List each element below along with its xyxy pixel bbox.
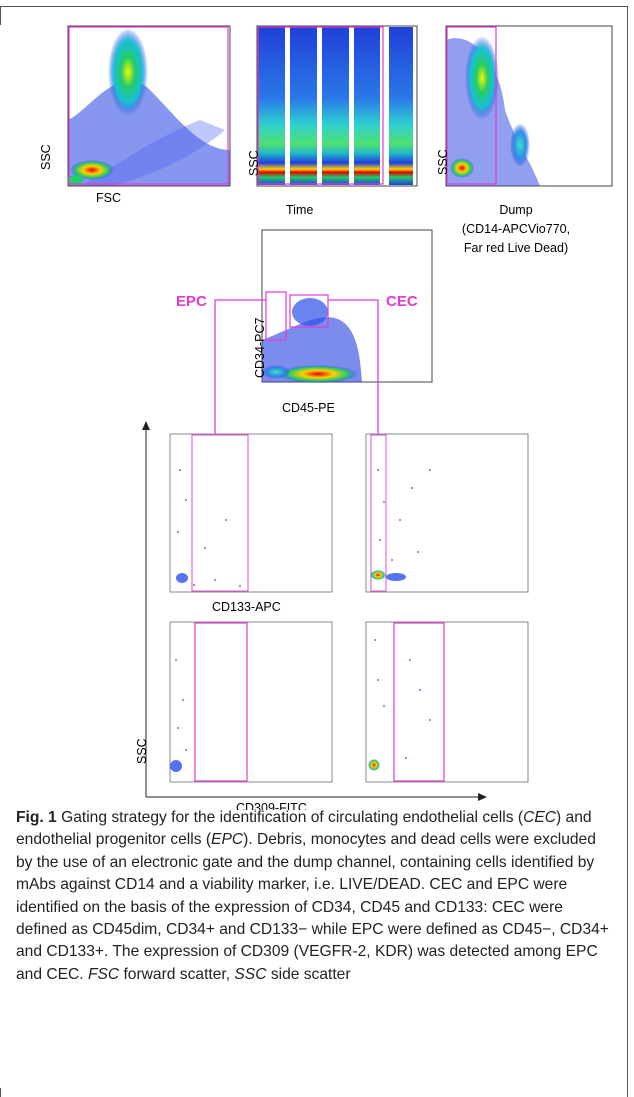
plot-fsc-ssc-ylabel: SSC (39, 144, 53, 170)
gate-time (257, 26, 384, 185)
plot-time-ssc: SSC Time (247, 25, 418, 217)
figure-panel: SSC FSC SSC Time SSC Dump (CD14-APCVio77… (39, 25, 613, 815)
plot-cec-cd133-frame (365, 433, 529, 593)
gate-epc-box (265, 291, 287, 341)
plot-dump-xlabel-line1: Dump (499, 203, 532, 217)
dump-negative-cluster (465, 36, 499, 120)
plot-epc-cd133: CD133-APC (169, 433, 333, 614)
debris-cluster (70, 160, 114, 180)
monocyte-lymphocyte-cluster (108, 28, 148, 116)
caption-text-5: side scatter (266, 965, 351, 983)
plot-time-ssc-xlabel: Time (286, 203, 313, 217)
gate-fsc (68, 26, 229, 185)
gate-cec-cd133 (370, 434, 387, 592)
plot-dump-xlabel-line3: Far red Live Dead) (464, 241, 568, 255)
plot-fsc-ssc-density (68, 80, 230, 186)
time-band-3 (322, 27, 349, 185)
caption-epc-abbr: EPC (211, 831, 244, 849)
gate-epc-cd133 (191, 434, 249, 592)
gate-cec-box (289, 294, 329, 328)
time-band-2 (290, 27, 317, 185)
cec-gate-label: CEC (386, 293, 418, 310)
plot-cd45-cd34-density (262, 317, 362, 382)
caption-text-1: Gating strategy for the identification o… (56, 809, 524, 826)
lower-axes (142, 421, 487, 801)
plot-epc-cd133-frame (169, 433, 333, 593)
caption-text-3: ). Debris, monocytes and dead cells were… (16, 831, 609, 983)
caption-text-2: ) and endothelial progenitor cells ( (16, 809, 592, 849)
plot-dump-xlabel-line2: (CD14-APCVio770, (462, 222, 570, 236)
time-band-5 (389, 27, 413, 185)
plot-cec-cd309-frame (365, 621, 529, 783)
plot-cec-cd309 (365, 621, 529, 783)
plot-fsc-ssc: SSC FSC (39, 25, 231, 205)
figure-frame (0, 6, 628, 1097)
caption-cec-abbr: CEC (523, 809, 556, 826)
caption-text-4: forward scatter, (119, 965, 235, 983)
plot-dump-ssc: SSC Dump (CD14-APCVio770, Far red Live D… (436, 25, 613, 255)
gate-epc-cd309 (194, 622, 248, 782)
caption-fsc-abbr: FSC (87, 965, 120, 983)
plot-time-ssc-ylabel: SSC (247, 150, 261, 176)
plot-cd45-cd34-ylabel: CD34-PC7 (253, 318, 267, 378)
gate-cec-cd309 (393, 622, 445, 782)
plot-epc-cd309: SSC CD309-FITC (135, 621, 333, 815)
plot-epc-cd309-frame (169, 621, 333, 783)
time-band-4 (354, 27, 380, 185)
epc-arrow-line (214, 299, 266, 437)
plot-dump-ssc-ylabel: SSC (436, 149, 450, 175)
plot-cd45-cd34: CD34-PC7 CD45-PE (253, 229, 433, 415)
plot-cd133-xlabel: CD133-APC (212, 600, 281, 614)
gating-figure-svg: SSC FSC SSC Time SSC Dump (CD14-APCVio77… (39, 25, 613, 815)
cec-arrow-line (328, 299, 379, 437)
epc-gate-label: EPC (176, 293, 207, 310)
cd45-positive-cluster (278, 365, 358, 383)
figure-caption: Fig. 1 Gating strategy for the identific… (16, 807, 616, 986)
plot-cd309-ylabel: SSC (135, 738, 149, 764)
figure-frame-bottom (0, 1088, 15, 1097)
plot-cd45-cd34-xlabel: CD45-PE (282, 401, 335, 415)
time-band-1 (258, 27, 285, 185)
figure-label: Fig. 1 (16, 809, 57, 826)
dump-positive-cluster (510, 123, 530, 167)
plot-fsc-ssc-xlabel: FSC (96, 191, 121, 205)
cd34-positive-cluster (292, 298, 328, 326)
plot-cec-cd133 (365, 433, 529, 593)
gate-dump (446, 26, 497, 185)
caption-ssc-abbr: SSC (234, 965, 267, 983)
